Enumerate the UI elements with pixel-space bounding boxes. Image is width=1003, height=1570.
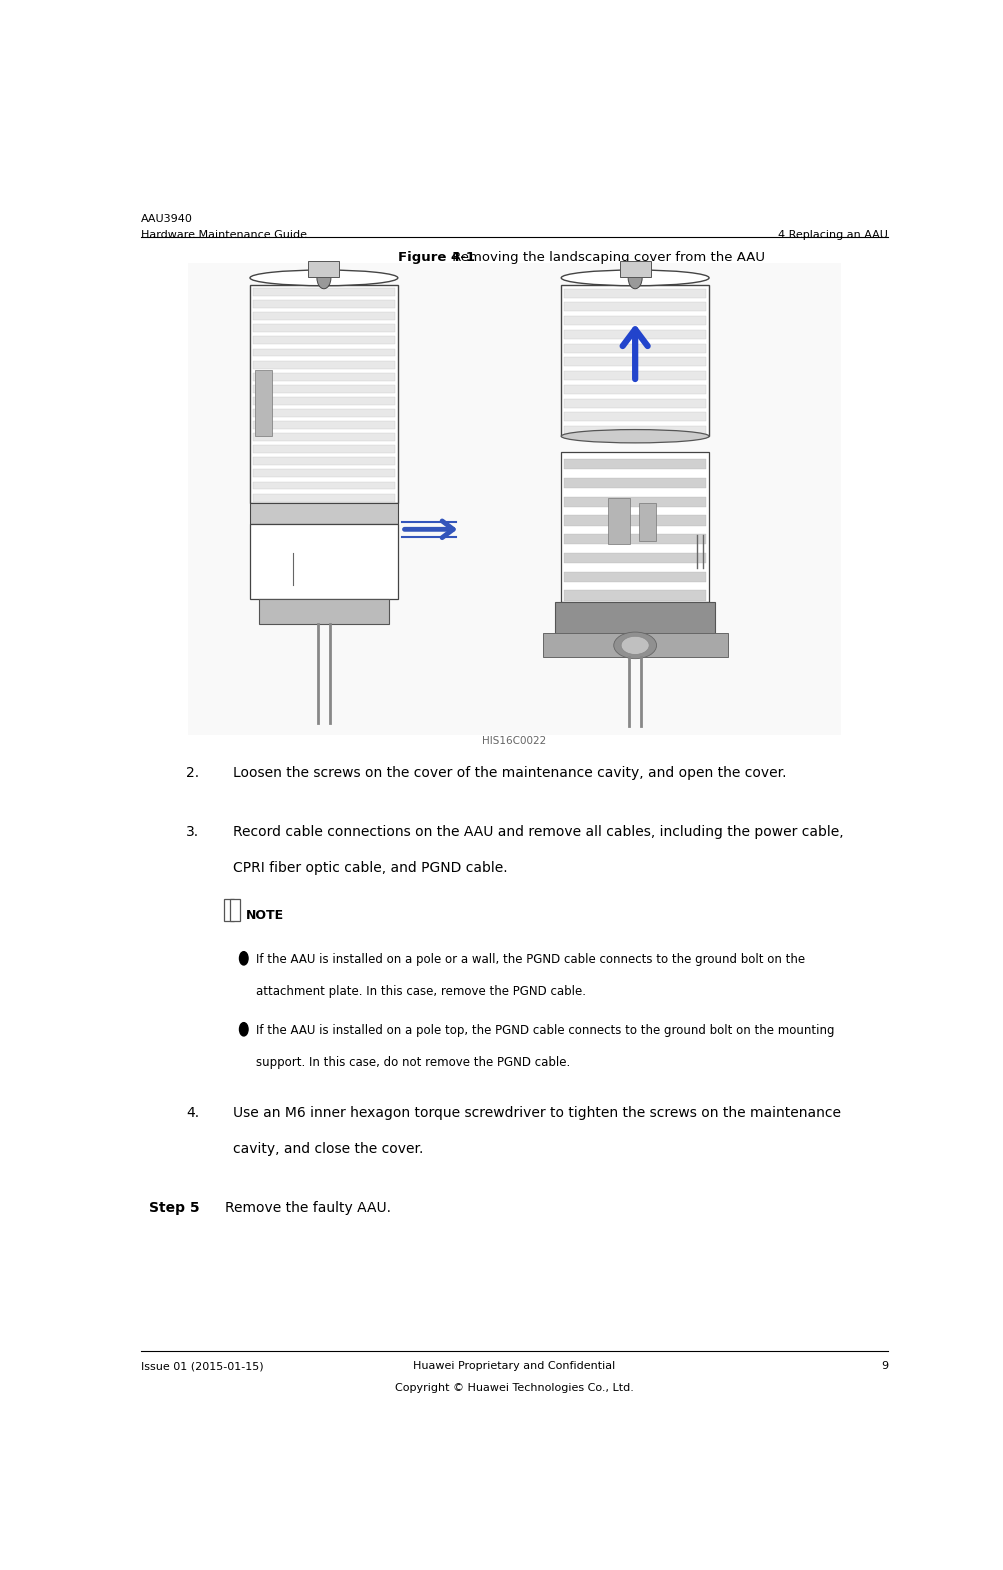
Text: 9: 9: [880, 1361, 888, 1371]
Bar: [564, 316, 705, 325]
Text: Loosen the screws on the cover of the maintenance cavity, and open the cover.: Loosen the screws on the cover of the ma…: [233, 766, 785, 780]
Bar: [564, 385, 705, 394]
Text: Figure 4-1: Figure 4-1: [397, 251, 474, 264]
Bar: [608, 498, 629, 543]
Text: Removing the landscaping cover from the AAU: Removing the landscaping cover from the …: [448, 251, 764, 264]
Bar: [564, 496, 705, 507]
Circle shape: [317, 267, 331, 289]
Bar: [253, 289, 394, 297]
Bar: [253, 325, 394, 333]
Ellipse shape: [613, 633, 656, 659]
Ellipse shape: [621, 636, 649, 655]
Bar: [555, 601, 714, 636]
Text: CPRI fiber optic cable, and PGND cable.: CPRI fiber optic cable, and PGND cable.: [233, 860, 507, 874]
Ellipse shape: [561, 430, 708, 443]
Bar: [253, 300, 394, 308]
Bar: [253, 421, 394, 429]
Bar: [619, 261, 650, 276]
Text: 3.: 3.: [186, 826, 200, 838]
Text: Remove the faulty AAU.: Remove the faulty AAU.: [225, 1201, 391, 1215]
Bar: [564, 371, 705, 380]
Bar: [253, 469, 394, 477]
Text: Step 5: Step 5: [148, 1201, 200, 1215]
Bar: [253, 372, 394, 380]
Bar: [308, 261, 339, 276]
Bar: [564, 515, 705, 526]
FancyBboxPatch shape: [188, 264, 841, 735]
Ellipse shape: [250, 270, 397, 286]
Circle shape: [240, 1022, 248, 1036]
Bar: [259, 600, 388, 623]
Text: HIS16C0022: HIS16C0022: [482, 736, 546, 746]
Bar: [564, 289, 705, 298]
Text: 4 Replacing an AAU: 4 Replacing an AAU: [777, 229, 888, 240]
Bar: [564, 571, 705, 582]
Bar: [561, 286, 708, 436]
Bar: [230, 900, 240, 922]
Bar: [253, 457, 394, 465]
Text: cavity, and close the cover.: cavity, and close the cover.: [233, 1141, 423, 1156]
Bar: [253, 410, 394, 418]
Bar: [564, 590, 705, 601]
Bar: [564, 477, 705, 488]
Bar: [253, 433, 394, 441]
Bar: [253, 397, 394, 405]
Bar: [253, 482, 394, 490]
Text: Hardware Maintenance Guide: Hardware Maintenance Guide: [140, 229, 307, 240]
Bar: [543, 633, 727, 658]
Text: If the AAU is installed on a pole top, the PGND cable connects to the ground bol: If the AAU is installed on a pole top, t…: [256, 1025, 833, 1038]
Text: Issue 01 (2015-01-15): Issue 01 (2015-01-15): [140, 1361, 264, 1371]
Bar: [224, 900, 235, 922]
Bar: [253, 385, 394, 392]
Bar: [564, 425, 705, 435]
Text: attachment plate. In this case, remove the PGND cable.: attachment plate. In this case, remove t…: [256, 986, 586, 999]
Bar: [253, 361, 394, 369]
Bar: [564, 358, 705, 366]
Bar: [253, 446, 394, 454]
Text: AAU3940: AAU3940: [140, 214, 193, 225]
Bar: [253, 336, 394, 344]
Bar: [564, 534, 705, 545]
Bar: [639, 502, 656, 542]
Bar: [564, 399, 705, 408]
Bar: [255, 369, 272, 436]
Text: Huawei Proprietary and Confidential: Huawei Proprietary and Confidential: [413, 1361, 615, 1371]
Bar: [250, 524, 397, 600]
Bar: [561, 452, 708, 601]
Text: Copyright © Huawei Technologies Co., Ltd.: Copyright © Huawei Technologies Co., Ltd…: [395, 1383, 633, 1393]
Bar: [253, 493, 394, 501]
Bar: [564, 303, 705, 311]
Text: 4.: 4.: [186, 1107, 200, 1119]
Bar: [564, 413, 705, 421]
Bar: [564, 330, 705, 339]
Text: If the AAU is installed on a pole or a wall, the PGND cable connects to the grou: If the AAU is installed on a pole or a w…: [256, 953, 804, 967]
Text: NOTE: NOTE: [246, 909, 284, 922]
Circle shape: [240, 951, 248, 966]
Bar: [253, 349, 394, 356]
FancyArrowPatch shape: [404, 521, 452, 537]
Bar: [250, 286, 397, 502]
Bar: [564, 553, 705, 564]
Bar: [564, 344, 705, 353]
Bar: [253, 312, 394, 320]
Bar: [250, 502, 397, 524]
Circle shape: [628, 267, 642, 289]
Text: support. In this case, do not remove the PGND cable.: support. In this case, do not remove the…: [256, 1057, 570, 1069]
FancyArrowPatch shape: [622, 330, 647, 378]
Text: Use an M6 inner hexagon torque screwdriver to tighten the screws on the maintena: Use an M6 inner hexagon torque screwdriv…: [233, 1107, 841, 1119]
Bar: [564, 458, 705, 469]
Ellipse shape: [561, 270, 708, 286]
Text: Record cable connections on the AAU and remove all cables, including the power c: Record cable connections on the AAU and …: [233, 826, 843, 838]
Text: 2.: 2.: [186, 766, 200, 780]
